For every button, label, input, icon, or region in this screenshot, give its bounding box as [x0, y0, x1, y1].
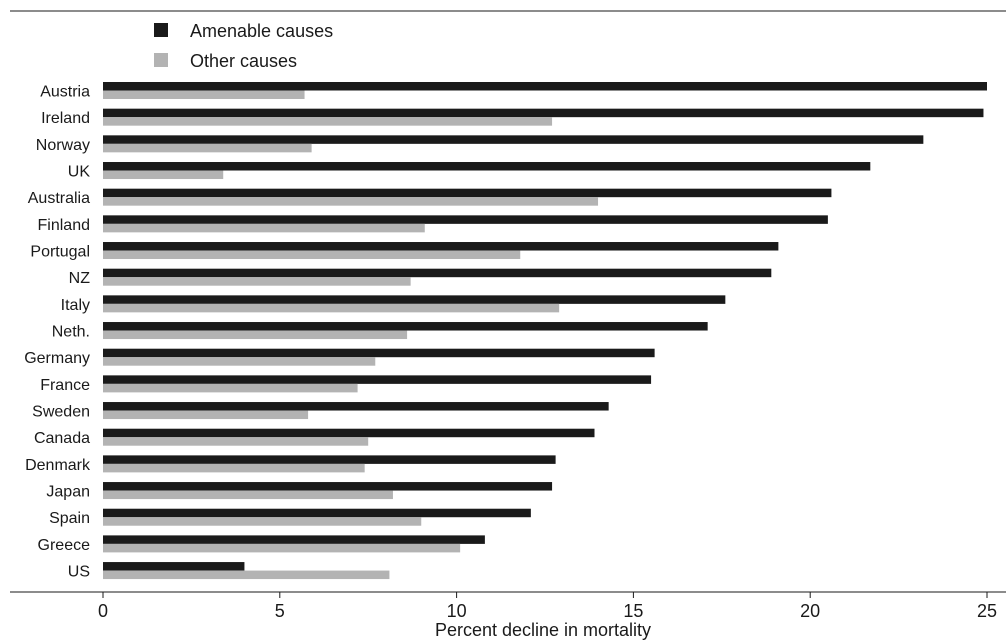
category-label-uk: UK — [68, 164, 91, 181]
bar-france-amenable — [103, 375, 652, 384]
bar-germany-other — [103, 357, 376, 366]
bar-us-other — [103, 570, 390, 580]
bar-neth-amenable — [103, 322, 708, 331]
bar-finland-amenable — [103, 215, 828, 224]
x-tick-label-0: 0 — [98, 601, 108, 621]
x-tick-label-25: 25 — [977, 601, 997, 621]
bar-portugal-other — [103, 250, 521, 260]
bar-us-amenable — [103, 562, 245, 571]
category-label-germany: Germany — [24, 350, 90, 367]
legend-swatch-amenable — [154, 23, 168, 37]
category-label-sweden: Sweden — [32, 404, 90, 421]
legend-swatch-other — [154, 53, 168, 67]
bar-denmark-amenable — [103, 455, 556, 464]
category-label-france: France — [40, 377, 90, 394]
category-label-neth: Neth. — [52, 324, 90, 341]
x-tick-label-10: 10 — [447, 601, 467, 621]
bar-germany-amenable — [103, 348, 655, 358]
category-label-denmark: Denmark — [25, 457, 91, 474]
bar-ireland-amenable — [103, 108, 984, 118]
legend: Amenable causes Other causes — [154, 21, 333, 71]
bar-greece-amenable — [103, 535, 485, 544]
bar-japan-other — [103, 490, 393, 500]
bar-greece-other — [103, 543, 461, 553]
bar-spain-other — [103, 517, 422, 526]
bar-portugal-amenable — [103, 242, 779, 251]
bar-canada-amenable — [103, 428, 595, 438]
bar-austria-amenable — [103, 82, 987, 91]
bar-austria-other — [103, 90, 305, 99]
bar-neth-other — [103, 330, 408, 340]
category-label-nz: NZ — [69, 270, 91, 287]
category-label-italy: Italy — [61, 297, 90, 314]
bar-sweden-other — [103, 410, 309, 420]
bar-canada-other — [103, 437, 369, 446]
category-label-austria: Austria — [40, 84, 90, 101]
bar-australia-amenable — [103, 188, 832, 198]
bar-australia-other — [103, 197, 599, 206]
bar-spain-amenable — [103, 508, 531, 518]
category-label-norway: Norway — [36, 137, 90, 154]
bar-group — [103, 82, 987, 580]
x-axis-ticks: 0 5 10 15 20 25 — [98, 592, 997, 621]
category-labels: Austria Ireland Norway UK Australia Finland Po… — [24, 84, 91, 581]
x-tick-label-5: 5 — [275, 601, 285, 621]
category-label-portugal: Portugal — [30, 244, 90, 261]
category-label-australia: Australia — [28, 190, 90, 207]
category-label-us: US — [68, 564, 90, 581]
bar-ireland-other — [103, 117, 553, 126]
category-label-japan: Japan — [46, 484, 90, 501]
category-label-greece: Greece — [38, 537, 91, 554]
category-label-spain: Spain — [49, 510, 90, 527]
bar-nz-amenable — [103, 268, 772, 278]
bar-denmark-other — [103, 463, 365, 473]
bar-japan-amenable — [103, 482, 553, 491]
legend-label-other: Other causes — [190, 51, 297, 71]
bar-nz-other — [103, 277, 411, 286]
bar-uk-other — [103, 170, 224, 180]
x-tick-label-15: 15 — [623, 601, 643, 621]
category-label-finland: Finland — [38, 217, 90, 234]
legend-label-amenable: Amenable causes — [190, 21, 333, 41]
bar-italy-other — [103, 303, 560, 313]
bar-finland-other — [103, 223, 425, 233]
bar-uk-amenable — [103, 162, 871, 171]
bar-france-other — [103, 383, 358, 393]
bar-italy-amenable — [103, 295, 726, 304]
x-tick-label-20: 20 — [800, 601, 820, 621]
category-label-ireland: Ireland — [41, 110, 90, 127]
bar-sweden-amenable — [103, 402, 609, 411]
x-axis-title: Percent decline in mortality — [435, 620, 651, 640]
bar-norway-other — [103, 143, 312, 153]
category-label-canada: Canada — [34, 430, 90, 447]
bar-norway-amenable — [103, 135, 924, 144]
